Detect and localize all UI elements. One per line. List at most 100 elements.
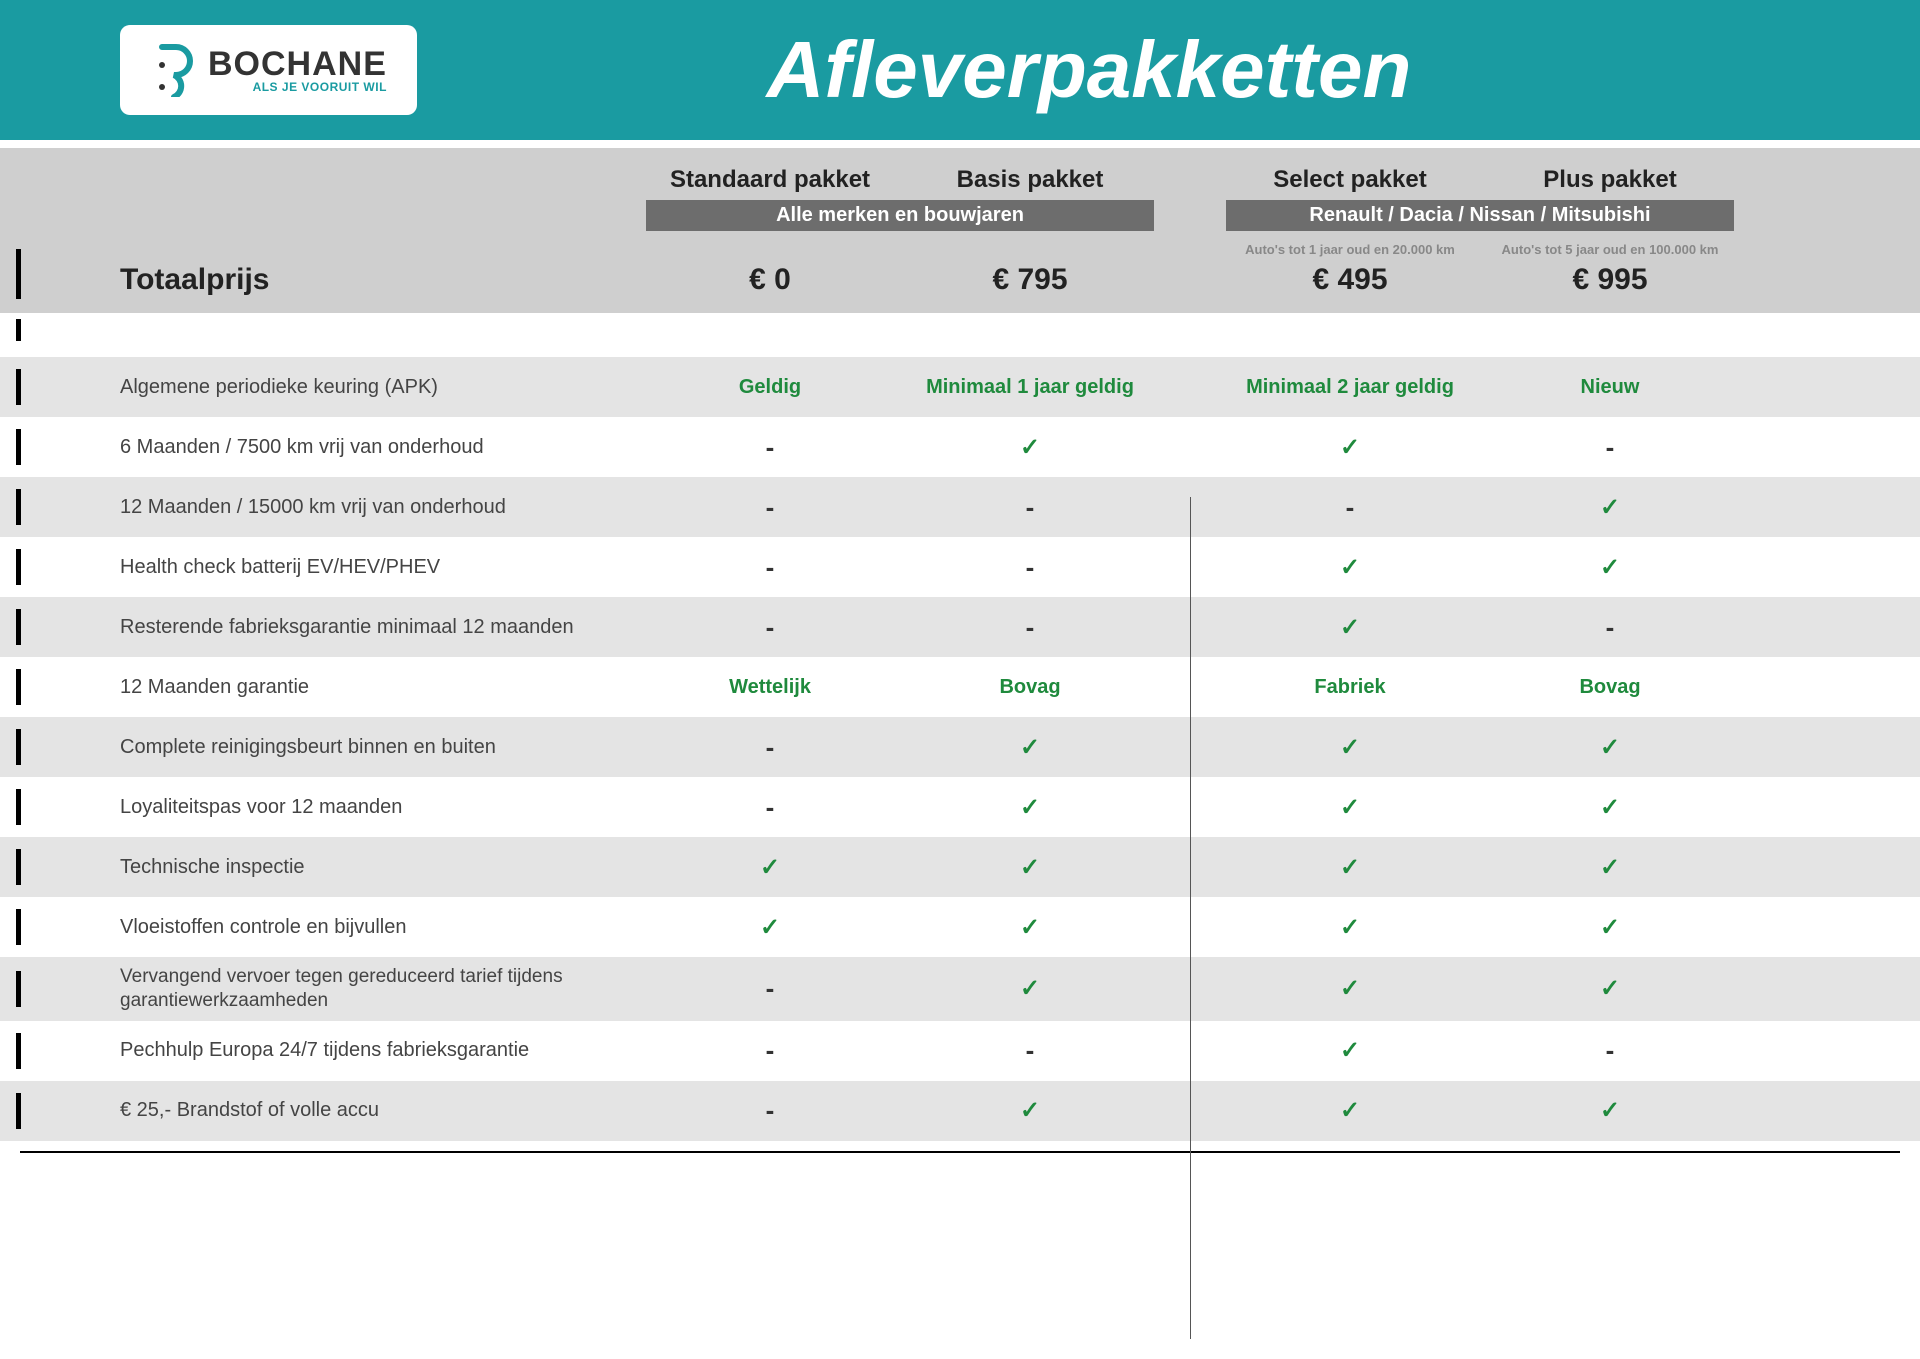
cell: - [640, 792, 900, 823]
dash-icon: - [1606, 432, 1615, 462]
check-icon: ✓ [1600, 975, 1620, 1002]
cell: - [640, 612, 900, 643]
col-basis: Basis pakket [900, 166, 1160, 200]
check-icon: ✓ [1600, 554, 1620, 581]
check-icon: ✓ [1340, 734, 1360, 761]
table-row: Loyaliteitspas voor 12 maanden - ✓ ✓ ✓ [0, 777, 1920, 837]
check-icon: ✓ [1340, 794, 1360, 821]
table-row: Resterende fabrieksgarantie minimaal 12 … [0, 597, 1920, 657]
cell: - [900, 612, 1160, 643]
dash-icon: - [766, 492, 775, 522]
vertical-divider [1190, 497, 1191, 1339]
spacer [0, 313, 1920, 347]
cell: ✓ [1220, 1096, 1480, 1125]
cell: ✓ [1480, 493, 1740, 522]
cell: ✓ [900, 974, 1160, 1003]
brand-logo: BOCHANE ALS JE VOORUIT WIL [120, 25, 417, 115]
dash-icon: - [766, 732, 775, 762]
cell: ✓ [900, 913, 1160, 942]
check-icon: ✓ [1600, 914, 1620, 941]
col-standaard: Standaard pakket [640, 166, 900, 200]
feature-label: 6 Maanden / 7500 km vrij van onderhoud [120, 427, 640, 468]
feature-table: Algemene periodieke keuring (APK)GeldigM… [0, 347, 1920, 1359]
table-row: Vloeistoffen controle en bijvullen✓✓✓✓ [0, 897, 1920, 957]
brand-icon [150, 43, 194, 97]
cell: ✓ [1480, 793, 1740, 822]
check-icon: ✓ [1340, 1097, 1360, 1124]
cell: ✓ [900, 433, 1160, 462]
check-icon: ✓ [1340, 434, 1360, 461]
check-icon: ✓ [1020, 975, 1040, 1002]
header-bar: BOCHANE ALS JE VOORUIT WIL Afleverpakket… [0, 0, 1920, 140]
table-row: 12 Maanden garantieWettelijkBovagFabriek… [0, 657, 1920, 717]
dash-icon: - [766, 1095, 775, 1125]
column-headers: Standaard pakket Basis pakket Select pak… [0, 140, 1920, 313]
check-icon: ✓ [1020, 854, 1040, 881]
check-icon: ✓ [760, 854, 780, 881]
dash-icon: - [1026, 612, 1035, 642]
check-icon: ✓ [1600, 854, 1620, 881]
cell: ✓ [900, 793, 1160, 822]
cell: - [1480, 612, 1740, 643]
table-row: Pechhulp Europa 24/7 tijdens fabrieksgar… [0, 1021, 1920, 1081]
price-select: € 495 [1220, 263, 1480, 297]
check-icon: ✓ [1340, 1037, 1360, 1064]
cell: Wettelijk [640, 676, 900, 699]
table-row: Algemene periodieke keuring (APK)GeldigM… [0, 357, 1920, 417]
table-row: Technische inspectie✓✓✓✓ [0, 837, 1920, 897]
check-icon: ✓ [1600, 794, 1620, 821]
cell: ✓ [1480, 913, 1740, 942]
dash-icon: - [1606, 1035, 1615, 1065]
col-select: Select pakket [1220, 166, 1480, 200]
col-plus: Plus pakket [1480, 166, 1740, 200]
check-icon: ✓ [1020, 914, 1040, 941]
dash-icon: - [1606, 612, 1615, 642]
cell: - [1220, 492, 1480, 523]
cell: ✓ [1480, 974, 1740, 1003]
cell: Bovag [900, 676, 1160, 699]
feature-label: Vervangend vervoer tegen gereduceerd tar… [120, 957, 640, 1021]
dash-icon: - [766, 1035, 775, 1065]
feature-label: Loyaliteitspas voor 12 maanden [120, 787, 640, 828]
cell: ✓ [1480, 1096, 1740, 1125]
price-basis: € 795 [900, 263, 1160, 297]
cell: ✓ [1220, 613, 1480, 642]
cell: ✓ [1220, 793, 1480, 822]
dash-icon: - [1026, 492, 1035, 522]
cell: ✓ [640, 913, 900, 942]
cell: ✓ [640, 853, 900, 882]
cell: ✓ [1220, 853, 1480, 882]
cell: - [640, 492, 900, 523]
cell: ✓ [900, 733, 1160, 762]
cell: - [900, 1035, 1160, 1066]
cell: - [1480, 1035, 1740, 1066]
cell: Bovag [1480, 676, 1740, 699]
dash-icon: - [766, 792, 775, 822]
table-row: Complete reinigingsbeurt binnen en buite… [0, 717, 1920, 777]
cell: - [1480, 432, 1740, 463]
cell: - [640, 1035, 900, 1066]
check-icon: ✓ [1020, 1097, 1040, 1124]
check-icon: ✓ [1600, 1097, 1620, 1124]
cell: - [640, 432, 900, 463]
feature-label: Vloeistoffen controle en bijvullen [120, 907, 640, 948]
cell: ✓ [900, 1096, 1160, 1125]
cell: ✓ [1220, 913, 1480, 942]
table-row: Vervangend vervoer tegen gereduceerd tar… [0, 957, 1920, 1021]
cell: - [900, 492, 1160, 523]
badge-all-brands: Alle merken en bouwjaren [646, 200, 1154, 231]
subnote-select: Auto's tot 1 jaar oud en 20.000 km [1220, 238, 1480, 259]
feature-label: Pechhulp Europa 24/7 tijdens fabrieksgar… [120, 1030, 640, 1071]
brand-text: BOCHANE ALS JE VOORUIT WIL [208, 47, 387, 93]
brand-name: BOCHANE [208, 47, 387, 81]
cell: - [640, 973, 900, 1004]
cell: - [640, 732, 900, 763]
dash-icon: - [1026, 1035, 1035, 1065]
check-icon: ✓ [1340, 854, 1360, 881]
cell: ✓ [1220, 733, 1480, 762]
subnote-plus: Auto's tot 5 jaar oud en 100.000 km [1480, 238, 1740, 259]
cell: Fabriek [1220, 676, 1480, 699]
cell: Minimaal 2 jaar geldig [1220, 376, 1480, 399]
table-row: € 25,- Brandstof of volle accu-✓✓✓ [0, 1081, 1920, 1141]
check-icon: ✓ [1020, 434, 1040, 461]
